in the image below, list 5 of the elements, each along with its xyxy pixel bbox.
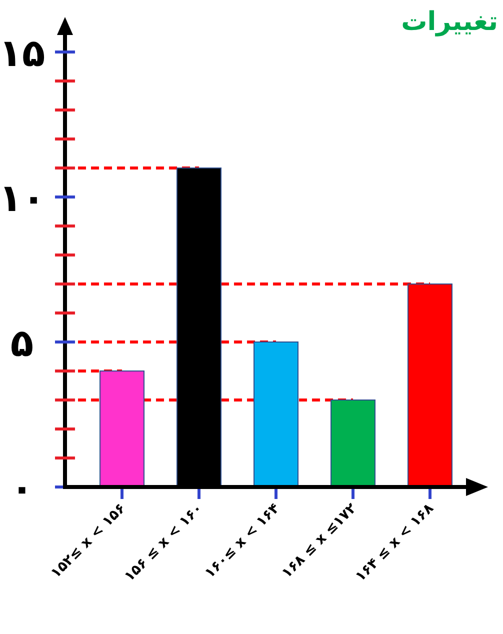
y-tick-label: ۱۰ [0, 176, 46, 220]
y-tick-label: ۰ [10, 466, 34, 510]
y-tick-label: ۵ [10, 321, 34, 365]
y-tick-label: ۱۵ [0, 31, 46, 75]
chart-title: تغییرات [401, 7, 498, 37]
